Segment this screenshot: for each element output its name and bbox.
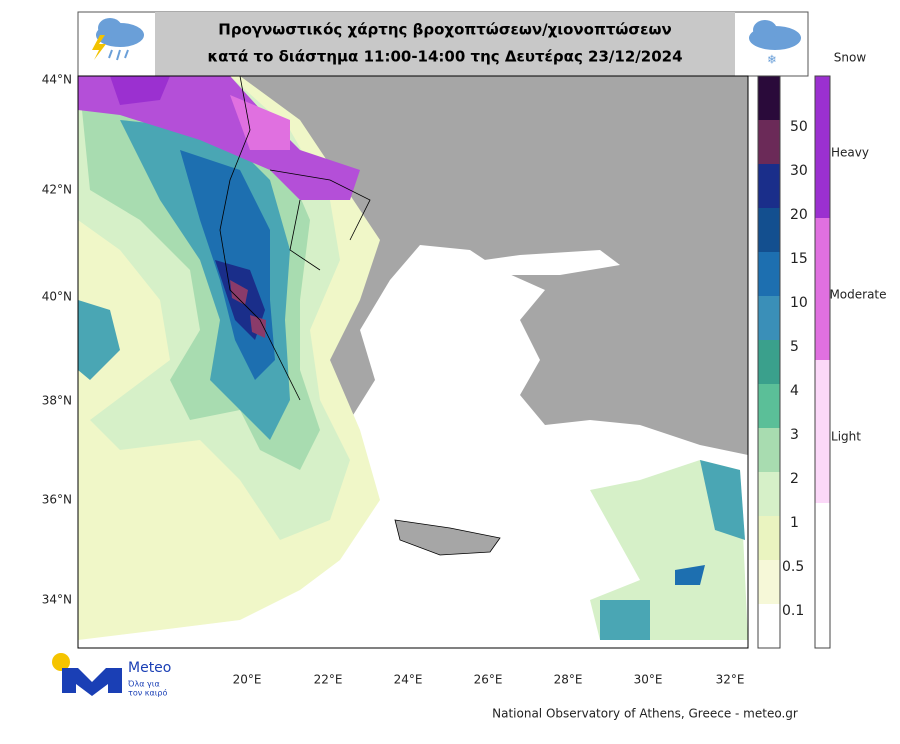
lon-label: 30°E [634,673,663,687]
rain-colorbar [757,75,781,649]
rain-label: 50 [790,119,808,135]
lon-label: 22°E [314,673,343,687]
rain-label: 4 [790,383,799,399]
rain-legend-labels: 50 30 20 15 10 5 4 3 2 1 0.5 0.1 [782,119,808,619]
snow-title: Snow [834,51,867,65]
logo-tagline: Όλα για [127,679,160,689]
lat-label: 36°N [42,493,72,507]
lon-label: 26°E [474,673,503,687]
rain-label: 20 [790,207,808,223]
logo-tagline: τον καιρό [128,688,167,698]
lat-label: 34°N [42,593,72,607]
rain-label: 0.5 [782,559,804,575]
rain-label: 2 [790,471,799,487]
snow-colorbar [814,75,831,649]
logo: Meteo Όλα για τον καιρό [52,653,171,698]
rain-label: 1 [790,515,799,531]
svg-text:❄: ❄ [767,53,777,67]
lon-labels: 20°E 22°E 24°E 26°E 28°E 30°E 32°E [233,673,745,687]
snow-level: Light [831,430,861,444]
lat-label: 38°N [42,394,72,408]
title-line: Προγνωστικός χάρτης βροχοπτώσεων/χιονοπτ… [218,21,671,39]
rain-label: 5 [790,339,799,355]
map-frame [77,75,749,649]
snow-level: Heavy [831,146,869,160]
snow-icon: ❄ [749,20,801,67]
header-band [155,12,735,76]
lon-label: 28°E [554,673,583,687]
rain-label: 30 [790,163,808,179]
rain-label: 15 [790,251,808,267]
rain-label: 3 [790,427,799,443]
rain-label: 10 [790,295,808,311]
lat-label: 42°N [42,183,72,197]
lon-label: 20°E [233,673,262,687]
lat-labels: 44°N 42°N 40°N 38°N 36°N 34°N [42,73,72,607]
lat-label: 40°N [42,290,72,304]
lat-label: 44°N [42,73,72,87]
rain-label: 0.1 [782,603,804,619]
lon-label: 24°E [394,673,423,687]
logo-name: Meteo [128,660,171,676]
snow-level: Moderate [829,288,886,302]
footer-credit: National Observatory of Athens, Greece -… [492,707,798,721]
rain-icon [92,18,144,61]
title-line: κατά το διάστημα 11:00-14:00 της Δευτέρα… [207,48,682,66]
lon-label: 32°E [716,673,745,687]
map [78,76,748,648]
